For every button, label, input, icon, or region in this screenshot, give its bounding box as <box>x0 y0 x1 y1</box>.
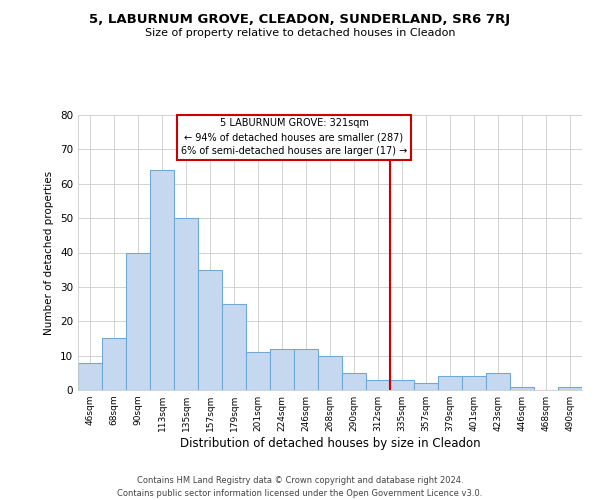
Text: 5, LABURNUM GROVE, CLEADON, SUNDERLAND, SR6 7RJ: 5, LABURNUM GROVE, CLEADON, SUNDERLAND, … <box>89 12 511 26</box>
X-axis label: Distribution of detached houses by size in Cleadon: Distribution of detached houses by size … <box>179 437 481 450</box>
Bar <box>270 349 294 390</box>
Bar <box>510 386 534 390</box>
Bar <box>318 356 342 390</box>
Bar <box>126 252 150 390</box>
Bar <box>198 270 222 390</box>
Bar <box>462 376 486 390</box>
Bar <box>558 386 582 390</box>
Bar <box>342 373 366 390</box>
Bar <box>390 380 414 390</box>
Text: Contains HM Land Registry data © Crown copyright and database right 2024.
Contai: Contains HM Land Registry data © Crown c… <box>118 476 482 498</box>
Y-axis label: Number of detached properties: Number of detached properties <box>44 170 55 334</box>
Bar <box>438 376 462 390</box>
Text: 5 LABURNUM GROVE: 321sqm
← 94% of detached houses are smaller (287)
6% of semi-d: 5 LABURNUM GROVE: 321sqm ← 94% of detach… <box>181 118 407 156</box>
Bar <box>294 349 318 390</box>
Bar <box>486 373 510 390</box>
Bar <box>222 304 246 390</box>
Bar <box>366 380 390 390</box>
Bar <box>174 218 198 390</box>
Bar <box>102 338 126 390</box>
Bar <box>78 362 102 390</box>
Bar <box>246 352 270 390</box>
Bar <box>414 383 438 390</box>
Text: Size of property relative to detached houses in Cleadon: Size of property relative to detached ho… <box>145 28 455 38</box>
Bar <box>150 170 174 390</box>
